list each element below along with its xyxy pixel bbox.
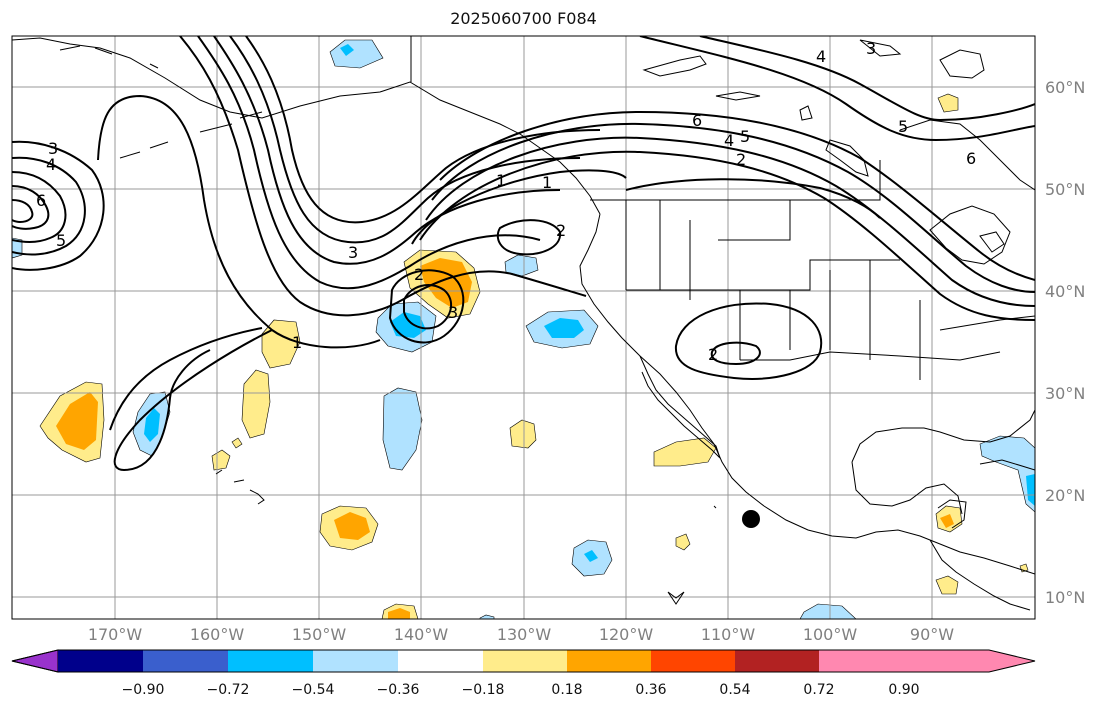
patch-blue-top bbox=[329, 39, 384, 69]
colorbar-segment bbox=[735, 650, 819, 672]
patch-yellow-152w bbox=[241, 369, 271, 439]
longitude-label: 140°W bbox=[393, 625, 449, 644]
colorbar-segment bbox=[819, 650, 904, 672]
longitude-label: 150°W bbox=[291, 625, 347, 644]
contour-label: 3 bbox=[448, 303, 458, 322]
contour-label: 4 bbox=[46, 155, 56, 174]
contour-label: 3 bbox=[866, 39, 876, 58]
latitude-label: 60°N bbox=[1045, 78, 1086, 97]
patch-yellow-90w bbox=[935, 575, 959, 595]
contour-label: 2 bbox=[414, 265, 424, 284]
shaded-anomalies bbox=[12, 39, 1035, 619]
colorbar-tick-label: 0.36 bbox=[635, 682, 667, 698]
patch-yellow-150w bbox=[261, 319, 301, 369]
latitude-label: 50°N bbox=[1045, 180, 1086, 199]
colorbar-segment bbox=[567, 650, 651, 672]
patch-blue-small bbox=[479, 614, 495, 619]
patch-blue-bottom bbox=[799, 603, 857, 619]
map-title: 2025060700 F084 bbox=[450, 9, 597, 28]
longitude-label: 90°W bbox=[909, 625, 955, 644]
patch-yellow-158w bbox=[211, 449, 231, 471]
longitude-label: 110°W bbox=[700, 625, 756, 644]
latitude-label: 30°N bbox=[1045, 384, 1086, 403]
colorbar bbox=[11, 649, 1036, 673]
colorbar-tick-label: −0.36 bbox=[376, 682, 420, 698]
contour-label: 3 bbox=[348, 243, 358, 262]
contour-label: 1 bbox=[496, 171, 506, 190]
longitude-label: 130°W bbox=[496, 625, 552, 644]
contour-label: 5 bbox=[56, 231, 66, 250]
colorbar-segment bbox=[58, 650, 143, 672]
patch-yellow-60n bbox=[937, 93, 959, 113]
contour-label: 2 bbox=[556, 221, 566, 240]
patch-yellow-113w bbox=[653, 437, 717, 467]
colorbar-tick-label: 0.90 bbox=[888, 682, 920, 698]
colorbar-segment bbox=[651, 650, 735, 672]
contour-label: 1 bbox=[292, 333, 302, 352]
contour-label: 6 bbox=[966, 149, 976, 168]
colorbar-tick-label: −0.72 bbox=[206, 682, 250, 698]
colorbar-segment bbox=[483, 650, 567, 672]
longitude-label: 100°W bbox=[802, 625, 858, 644]
contour-label: 6 bbox=[692, 111, 702, 130]
longitude-label: 120°W bbox=[598, 625, 654, 644]
colorbar-tick-label: 0.54 bbox=[719, 682, 751, 698]
patch-yellow-115w bbox=[675, 533, 691, 551]
colorbar-segment bbox=[313, 650, 398, 672]
patch-blue-right bbox=[979, 435, 1035, 513]
colorbar-extend-left bbox=[11, 649, 59, 673]
contour-label: 5 bbox=[898, 117, 908, 136]
latitude-label: 10°N bbox=[1045, 588, 1086, 607]
map-frame bbox=[11, 35, 1036, 620]
colorbar-segment bbox=[143, 650, 228, 672]
contour-label: 2 bbox=[736, 150, 746, 169]
graticule bbox=[12, 36, 1035, 619]
contour-label: 6 bbox=[36, 191, 46, 210]
longitude-label: 160°W bbox=[189, 625, 245, 644]
latitude-label: 20°N bbox=[1045, 486, 1086, 505]
colorbar-tick-label: −0.90 bbox=[121, 682, 165, 698]
colorbar-tick-label: −0.18 bbox=[461, 682, 505, 698]
patch-yellow-156w bbox=[231, 437, 243, 449]
contour-label: 4 bbox=[816, 47, 826, 66]
colorbar-outline bbox=[11, 649, 1036, 673]
colorbar-segment bbox=[228, 650, 313, 672]
colorbar-tick-label: 0.18 bbox=[551, 682, 583, 698]
contour-label: 1 bbox=[542, 173, 552, 192]
colorbar-tick-label: 0.72 bbox=[803, 682, 835, 698]
latitude-label: 40°N bbox=[1045, 282, 1086, 301]
contour-label: 5 bbox=[740, 127, 750, 146]
coastlines bbox=[12, 36, 1035, 611]
height-contours bbox=[12, 36, 1035, 472]
contour-labels: 1 1 1 2 2 2 2 3 3 3 3 4 4 4 5 5 5 6 6 6 bbox=[36, 39, 976, 364]
contour-label: 4 bbox=[724, 131, 734, 150]
colorbar-tick-label: −0.54 bbox=[291, 682, 335, 698]
contour-label: 3 bbox=[48, 139, 58, 158]
longitude-label: 170°W bbox=[87, 625, 143, 644]
patch-blue-142w bbox=[382, 387, 423, 471]
contour-label: 2 bbox=[708, 345, 718, 364]
patch-yellow-130w bbox=[509, 419, 537, 449]
location-marker bbox=[742, 510, 760, 528]
colorbar-segment bbox=[398, 650, 483, 672]
